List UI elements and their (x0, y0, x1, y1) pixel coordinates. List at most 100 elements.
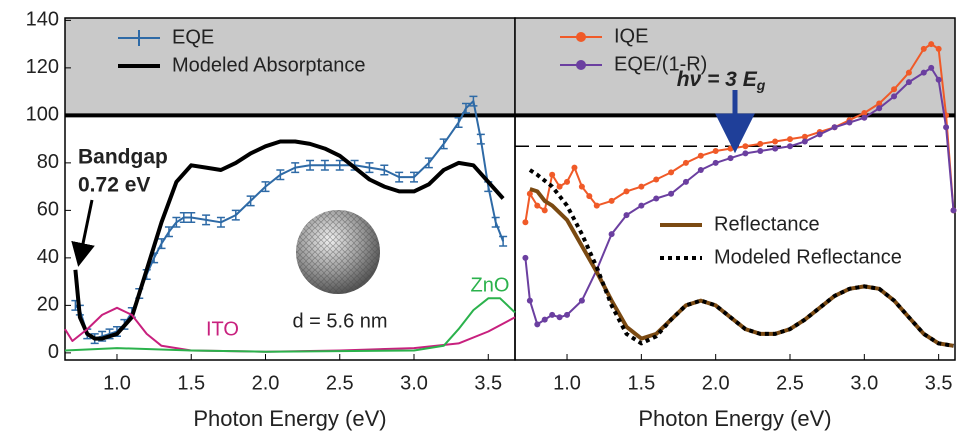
legend-marker (576, 32, 586, 42)
legend-label: Modeled Reflectance (714, 246, 902, 268)
data-point (623, 188, 629, 194)
y-tick-label: 60 (37, 199, 59, 221)
x-tick-label: 1.0 (103, 372, 131, 394)
data-point (579, 184, 585, 190)
legend-marker (576, 60, 586, 70)
x-tick-label: 2.5 (326, 372, 354, 394)
nanoparticle-image (296, 210, 380, 294)
data-point (549, 172, 555, 178)
data-point (594, 203, 600, 209)
x-tick-label: 3.0 (400, 372, 428, 394)
legend-label: Modeled Absorptance (172, 54, 365, 76)
data-point (638, 203, 644, 209)
y-tick-label: 0 (48, 341, 59, 363)
data-point (846, 120, 852, 126)
data-point (527, 298, 533, 304)
data-point (943, 124, 949, 130)
data-point (742, 150, 748, 156)
chart: 1.0 1.5 2.0 2.5 3.0 3.5 Photon Energy (eV) 0 20 4… (0, 0, 957, 435)
data-point (906, 70, 912, 76)
data-point (522, 219, 528, 225)
data-point (936, 77, 942, 83)
annotation: d = 5.6 nm (292, 310, 387, 332)
data-point (713, 160, 719, 166)
y-tick-label: 100 (26, 104, 59, 126)
data-point (787, 143, 793, 149)
data-point (623, 212, 629, 218)
data-point (876, 105, 882, 111)
data-point (861, 115, 867, 121)
x-tick-label: 3.5 (925, 372, 953, 394)
annotation-subscript: g (756, 77, 766, 93)
annotation: 0.72 eV (78, 174, 150, 197)
x-tick-label: 1.0 (553, 372, 581, 394)
data-point (906, 79, 912, 85)
y-tick-label: 20 (37, 294, 59, 316)
x-tick-label: 2.0 (702, 372, 730, 394)
data-point (817, 131, 823, 137)
legend-label: EQE (172, 26, 214, 48)
data-point (579, 298, 585, 304)
data-point (564, 179, 570, 185)
annotation-text: hν = 3 E (677, 68, 758, 91)
data-point (891, 86, 897, 92)
error-bar (477, 134, 485, 144)
data-point (713, 148, 719, 154)
data-point (728, 155, 734, 161)
x-tick-label: 1.5 (177, 372, 205, 394)
data-point (728, 146, 734, 152)
data-point (522, 255, 528, 261)
data-point (698, 153, 704, 159)
data-point (742, 143, 748, 149)
x-tick-label: 3.5 (474, 372, 502, 394)
data-point (832, 124, 838, 130)
annotation: hν = 3 Eg (677, 68, 766, 93)
x-axis-title: Photon Energy (eV) (193, 406, 386, 431)
data-point (698, 167, 704, 173)
y-tick-label: 120 (26, 56, 59, 78)
data-point (653, 177, 659, 183)
series-line (65, 308, 515, 352)
data-point (668, 191, 674, 197)
x-tick-label: 2.5 (776, 372, 804, 394)
legend-label: IQE (614, 25, 648, 47)
data-point (928, 41, 934, 47)
error-bar (499, 237, 507, 247)
data-point (757, 148, 763, 154)
data-point (772, 139, 778, 145)
data-point (772, 146, 778, 152)
x-axis-title: Photon Energy (eV) (638, 406, 831, 431)
data-point (921, 46, 927, 52)
data-point (683, 160, 689, 166)
legend-label: Reflectance (714, 213, 820, 235)
series-label: ZnO (471, 274, 510, 296)
data-point (951, 207, 957, 213)
data-point (564, 312, 570, 318)
data-point (668, 169, 674, 175)
y-tick-label: 140 (26, 9, 59, 31)
data-point (787, 136, 793, 142)
data-point (557, 184, 563, 190)
annotation-arrow (80, 200, 92, 258)
x-tick-label: 3.0 (850, 372, 878, 394)
y-tick-label: 80 (37, 151, 59, 173)
data-point (542, 317, 548, 323)
data-point (683, 179, 689, 185)
series-label: ITO (206, 318, 239, 340)
error-bar (492, 218, 500, 228)
data-point (586, 193, 592, 199)
data-point (757, 141, 763, 147)
data-point (802, 139, 808, 145)
data-point (557, 314, 563, 320)
data-point (653, 196, 659, 202)
data-point (921, 70, 927, 76)
nanoparticle-texture (296, 210, 380, 294)
data-point (571, 165, 577, 171)
data-point (638, 184, 644, 190)
data-point (534, 321, 540, 327)
x-tick-label: 1.5 (627, 372, 655, 394)
data-point (609, 231, 615, 237)
x-tick-label: 2.0 (252, 372, 280, 394)
y-tick-label: 40 (37, 246, 59, 268)
data-point (891, 93, 897, 99)
